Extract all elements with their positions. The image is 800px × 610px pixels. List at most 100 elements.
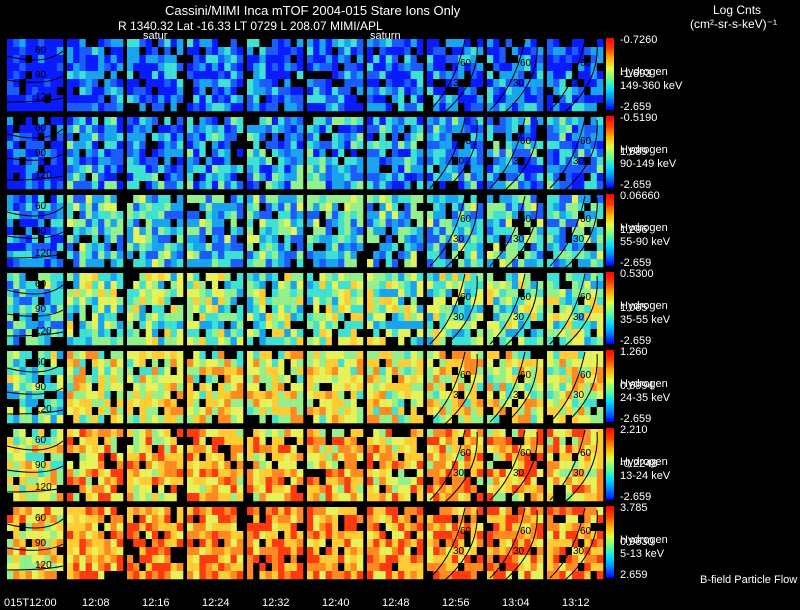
- image-panel: [127, 507, 183, 579]
- contour-label: 120: [35, 404, 52, 415]
- species-label: Hydrogen: [620, 144, 668, 157]
- image-panel: [367, 195, 423, 267]
- contour-label: 30: [573, 234, 585, 245]
- contour-label: 60: [35, 201, 47, 212]
- image-panel: [187, 195, 243, 267]
- colorbar: [606, 116, 614, 188]
- satur-marker-label: satur: [143, 30, 167, 43]
- species-label: Hydrogen: [620, 378, 668, 391]
- image-panel: [247, 273, 303, 345]
- image-panel: [367, 507, 423, 579]
- image-panel: [427, 351, 483, 423]
- image-panel: [487, 273, 543, 345]
- colorbar: [606, 350, 614, 422]
- image-panel: [247, 195, 303, 267]
- saturn-marker-label: saturn: [370, 30, 401, 43]
- time-tick-label: 13:04: [502, 597, 530, 610]
- image-panel: [187, 117, 243, 189]
- colorbar-max-label: 0.5300: [620, 268, 654, 281]
- image-panel: [427, 273, 483, 345]
- image-panel: [307, 351, 363, 423]
- image-panel: [127, 351, 183, 423]
- contour-label: 30: [513, 156, 525, 167]
- image-panel: [127, 39, 183, 111]
- contour-label: 120: [35, 248, 52, 259]
- contour-label: 30: [573, 312, 585, 323]
- image-panel: [67, 117, 123, 189]
- image-panel: [247, 507, 303, 579]
- contour-label: 60: [35, 357, 47, 368]
- contour-label: 60: [520, 292, 532, 303]
- image-panel: [547, 507, 603, 579]
- image-panel: [487, 39, 543, 111]
- contour-label: 60: [460, 448, 472, 459]
- image-panel: [547, 195, 603, 267]
- contour-label: 120: [35, 326, 52, 337]
- colorbar-min-label: 2.659: [620, 569, 648, 582]
- contour-label: 120: [35, 92, 52, 103]
- species-label: Hydrogen: [620, 456, 668, 469]
- image-panel: [547, 429, 603, 501]
- colorbar: [606, 506, 614, 578]
- image-panel: [427, 507, 483, 579]
- contour-label: 60: [520, 448, 532, 459]
- image-panel: [547, 351, 603, 423]
- contour-label: 30: [513, 234, 525, 245]
- time-tick-label: 12:48: [382, 597, 410, 610]
- units-title: Log Cnts: [713, 4, 761, 17]
- contour-label: 30: [453, 468, 465, 479]
- image-panel: [127, 117, 183, 189]
- contour-label: 30: [573, 468, 585, 479]
- contour-label: 30: [453, 390, 465, 401]
- time-tick-label: 12:08: [82, 597, 110, 610]
- contour-label: 30: [573, 78, 585, 89]
- colorbar: [606, 38, 614, 110]
- credit-label: B-field Particle Flow: [700, 574, 797, 587]
- colorbar-max-label: 2.210: [620, 424, 648, 437]
- time-tick-label: 12:16: [142, 597, 170, 610]
- contour-label: 60: [580, 526, 592, 537]
- contour-label: 30: [453, 156, 465, 167]
- contour-label: 30: [453, 234, 465, 245]
- time-tick-label: 12:24: [202, 597, 230, 610]
- contour-label: 30: [453, 312, 465, 323]
- contour-label: 60: [580, 214, 592, 225]
- contour-label: 60: [520, 526, 532, 537]
- energy-range-label: 5-13 keV: [620, 548, 664, 561]
- image-panel: [367, 273, 423, 345]
- contour-label: 30: [453, 546, 465, 557]
- colorbar-max-label: -0.7260: [620, 34, 657, 47]
- image-panel: [487, 195, 543, 267]
- energy-range-label: 90-149 keV: [620, 158, 676, 171]
- image-panel: [307, 273, 363, 345]
- contour-label: 120: [35, 482, 52, 493]
- image-panel: [187, 273, 243, 345]
- species-label: Hydrogen: [620, 534, 668, 547]
- image-panel: [547, 39, 603, 111]
- contour-label: 120: [35, 560, 52, 571]
- contour-label: 60: [580, 448, 592, 459]
- image-panel: [367, 117, 423, 189]
- contour-label: 60: [460, 526, 472, 537]
- contour-label: 60: [460, 214, 472, 225]
- contour-label: 60: [520, 58, 532, 69]
- image-panel: [367, 39, 423, 111]
- image-panel: [127, 273, 183, 345]
- species-label: Hydrogen: [620, 66, 668, 79]
- contour-label: 60: [35, 435, 47, 446]
- image-panel: [427, 195, 483, 267]
- contour-label: 60: [460, 292, 472, 303]
- contour-label: 30: [573, 390, 585, 401]
- image-panel: [487, 117, 543, 189]
- contour-label: 30: [513, 468, 525, 479]
- image-panel: [187, 39, 243, 111]
- image-panel: [487, 429, 543, 501]
- image-panel: [127, 195, 183, 267]
- contour-label: 60: [460, 136, 472, 147]
- time-tick-label: 12:32: [262, 597, 290, 610]
- image-panel: [367, 351, 423, 423]
- image-panel: [307, 39, 363, 111]
- image-panel: [307, 507, 363, 579]
- time-tick-label: 12:56: [442, 597, 470, 610]
- units-label: (cm²-sr-s-keV)⁻¹: [690, 18, 777, 31]
